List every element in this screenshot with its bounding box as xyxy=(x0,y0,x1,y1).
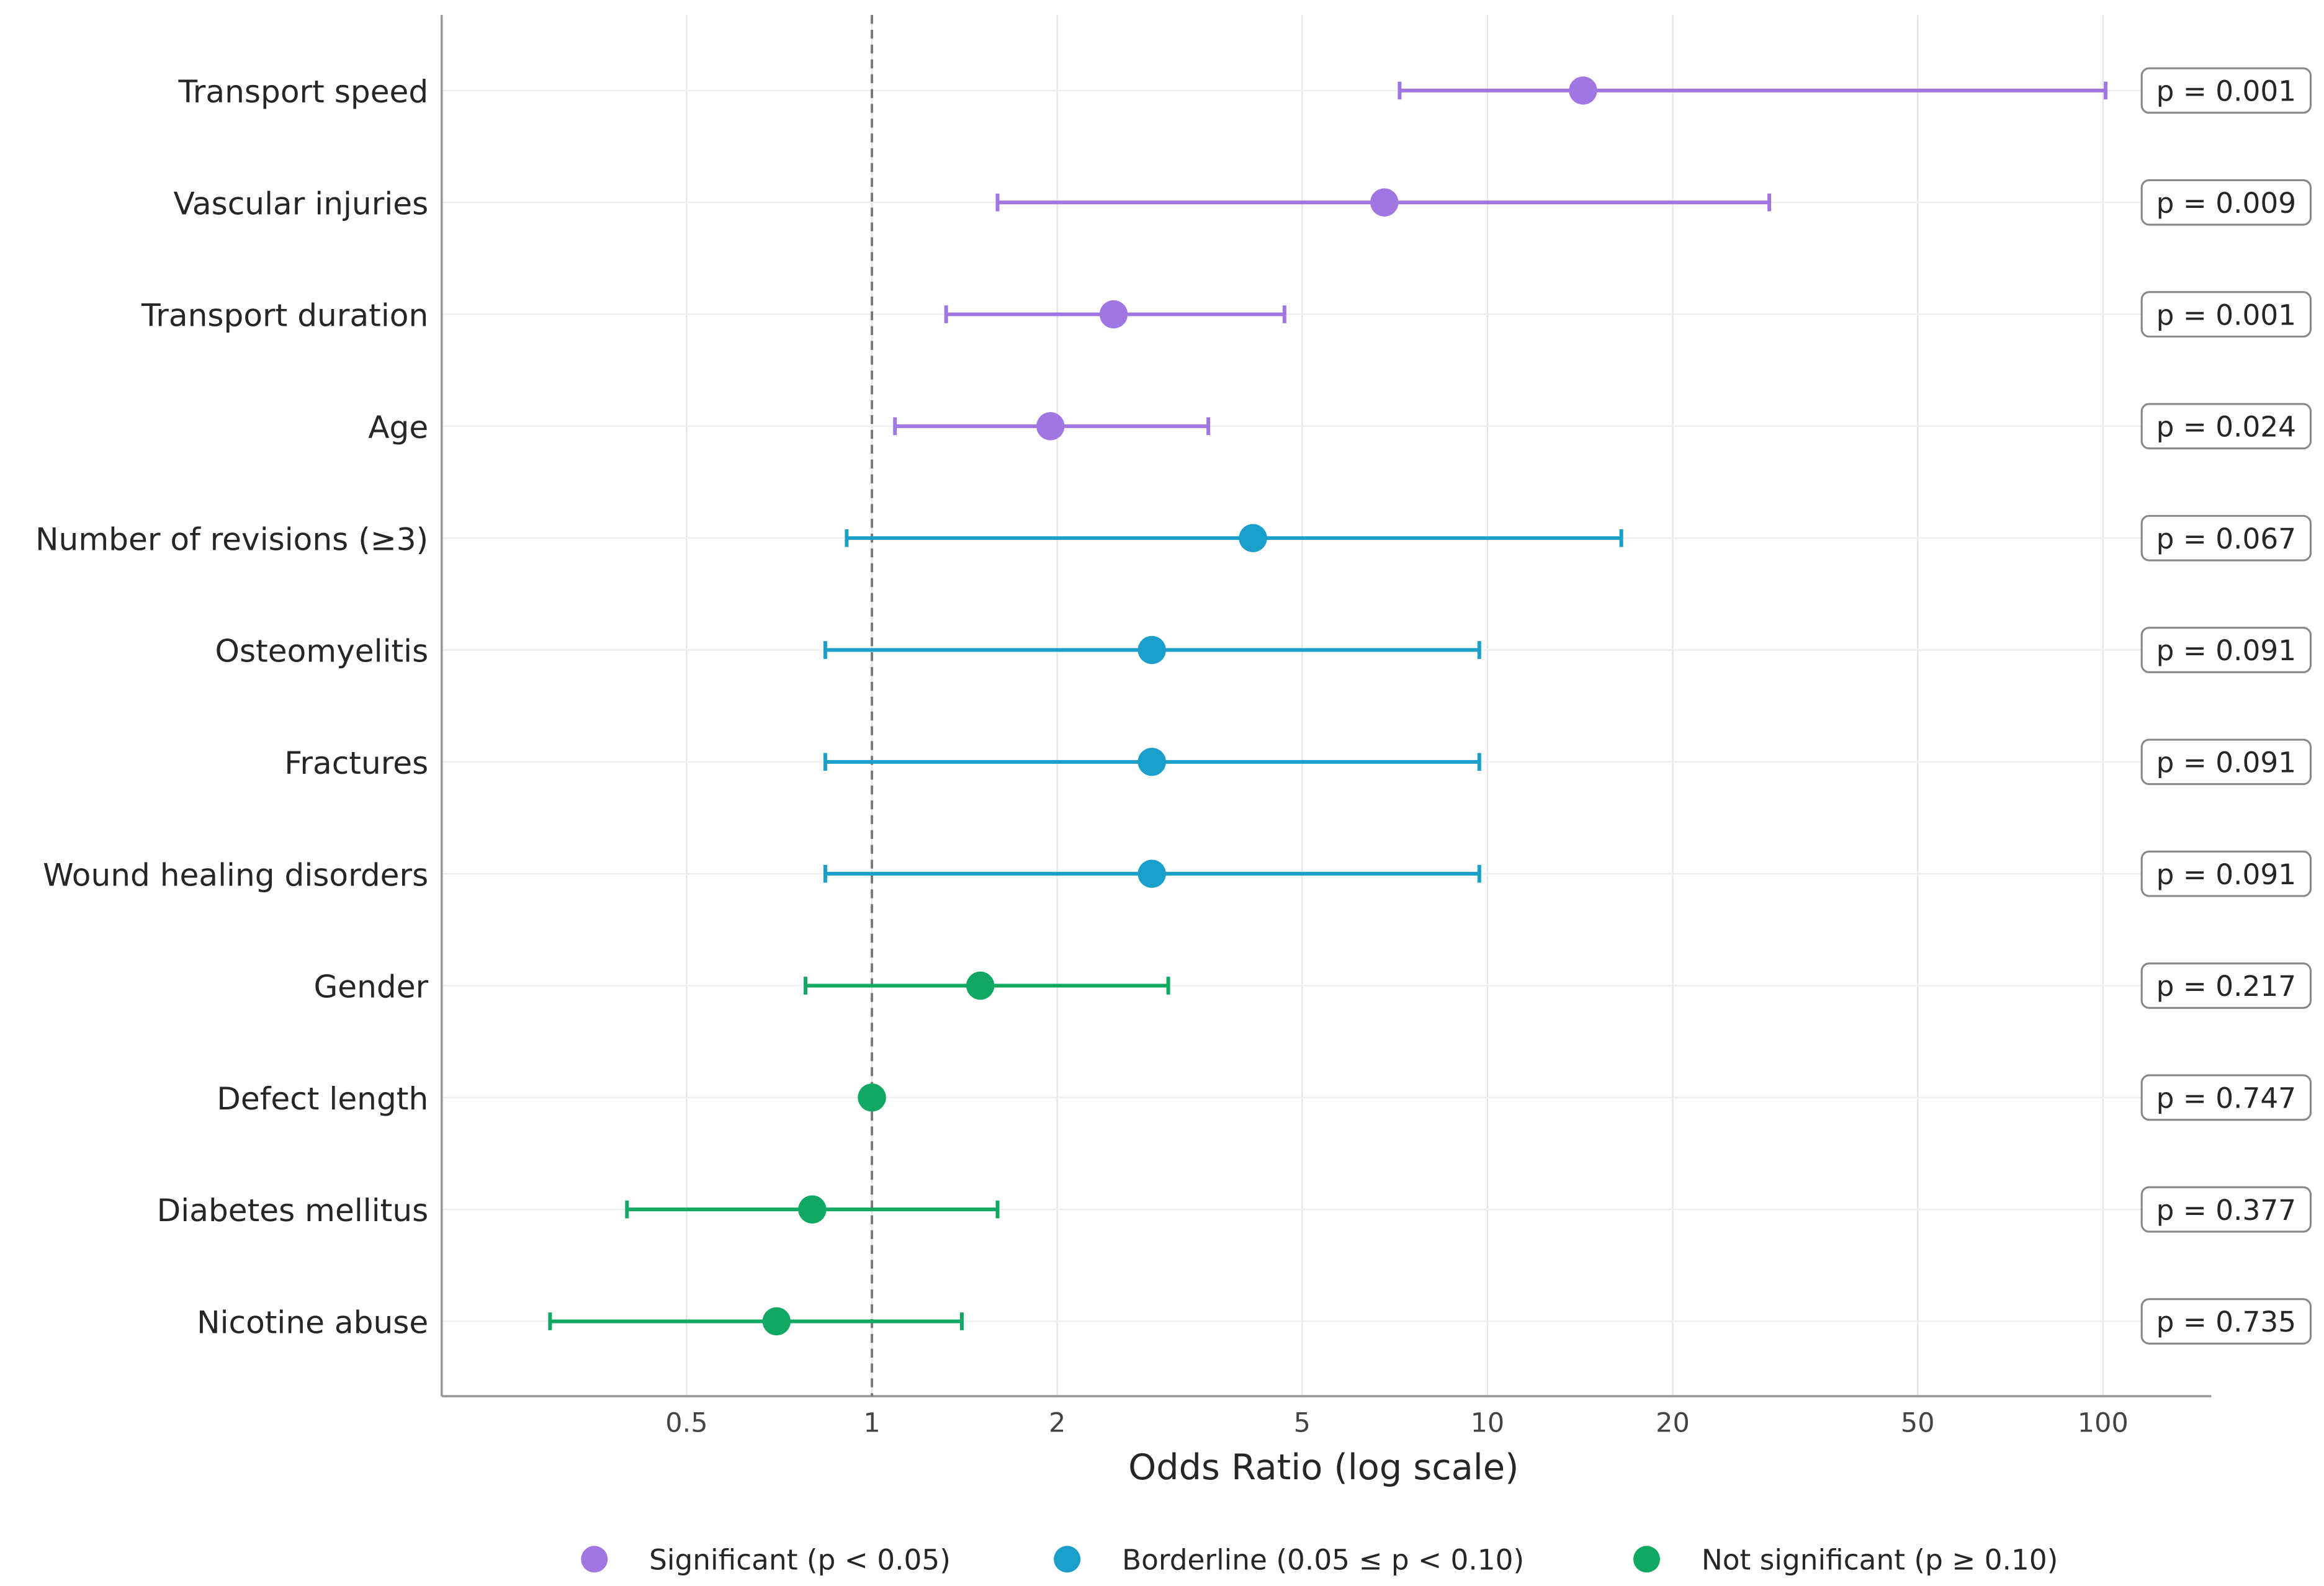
odds-ratio-point xyxy=(1036,412,1065,441)
odds-ratio-point xyxy=(1569,76,1597,105)
axes: 0.5 1 2 5 10 20 50 100 xyxy=(440,15,2212,1438)
legend: Significant (p < 0.05) Borderline (0.05 ≤… xyxy=(581,1544,2058,1577)
p-value-box xyxy=(2140,1074,2312,1121)
p-value-label: p = 0.001 xyxy=(2156,75,2297,108)
row-defect-length: Defect length p = 0.747 xyxy=(217,1074,2312,1121)
p-value-label: p = 0.217 xyxy=(2156,970,2297,1003)
row-osteomyelitis: Osteomyelitis p = 0.091 xyxy=(215,627,2312,673)
rows: Transport speed p = 0.001 Vascular injurie… xyxy=(35,67,2312,1345)
p-value-label: p = 0.091 xyxy=(2156,746,2297,779)
row-gender: Gender p = 0.217 xyxy=(313,962,2312,1009)
p-value-label: p = 0.067 xyxy=(2156,522,2297,555)
grid xyxy=(441,15,2212,1397)
y-tick-label: Wound healing disorders xyxy=(43,856,428,893)
p-value-label: p = 0.001 xyxy=(2156,298,2297,331)
p-value-box xyxy=(2140,403,2312,450)
p-value-box xyxy=(2140,627,2312,673)
y-tick-label: Number of revisions (≥3) xyxy=(35,521,428,557)
p-value-box xyxy=(2140,291,2312,338)
odds-ratio-point xyxy=(1137,859,1166,888)
x-tick-label: 5 xyxy=(1294,1407,1311,1438)
odds-ratio-point xyxy=(798,1195,827,1224)
row-fractures: Fractures p = 0.091 xyxy=(284,738,2312,786)
legend-marker-not_significant xyxy=(1633,1546,1660,1573)
y-tick-label: Age xyxy=(368,409,428,446)
y-tick-label: Vascular injuries xyxy=(173,185,428,222)
legend-marker-borderline xyxy=(1054,1546,1081,1573)
x-tick-label: 2 xyxy=(1049,1407,1066,1438)
x-tick-label: 10 xyxy=(1471,1407,1505,1438)
row-transport-duration: Transport duration p = 0.001 xyxy=(141,291,2312,338)
row-diabetes-mellitus: Diabetes mellitus p = 0.377 xyxy=(157,1186,2312,1233)
x-tick-label: 1 xyxy=(863,1407,880,1438)
p-value-box xyxy=(2140,738,2312,786)
p-value-box xyxy=(2140,850,2312,897)
row-number-of-revisions-3-: Number of revisions (≥3) p = 0.067 xyxy=(35,514,2312,562)
y-tick-label: Diabetes mellitus xyxy=(157,1192,429,1229)
p-value-label: p = 0.091 xyxy=(2156,634,2297,667)
p-value-box xyxy=(2140,179,2312,226)
y-tick-label: Osteomyelitis xyxy=(215,633,429,670)
p-value-box xyxy=(2140,1298,2312,1345)
y-tick-label: Transport speed xyxy=(178,73,429,110)
p-value-label: p = 0.377 xyxy=(2156,1194,2297,1227)
legend-label-borderline: Borderline (0.05 ≤ p < 0.10) xyxy=(1122,1544,1524,1577)
odds-ratio-point xyxy=(1137,635,1166,665)
y-tick-label: Transport duration xyxy=(141,297,428,334)
odds-ratio-point xyxy=(762,1307,791,1336)
row-wound-healing-disorders: Wound healing disorders p = 0.091 xyxy=(43,850,2312,897)
y-tick-label: Defect length xyxy=(217,1080,428,1117)
p-value-box xyxy=(2140,962,2312,1009)
odds-ratio-point xyxy=(1099,300,1128,329)
odds-ratio-point xyxy=(1370,188,1399,217)
row-nicotine-abuse: Nicotine abuse p = 0.735 xyxy=(197,1298,2312,1345)
y-tick-label: Gender xyxy=(313,969,428,1005)
x-tick-label: 0.5 xyxy=(665,1407,707,1438)
p-value-label: p = 0.747 xyxy=(2156,1082,2297,1115)
y-tick-label: Fractures xyxy=(284,745,428,781)
odds-ratio-point xyxy=(1239,524,1267,552)
row-transport-speed: Transport speed p = 0.001 xyxy=(178,67,2312,114)
p-value-box xyxy=(2140,514,2312,562)
legend-label-not_significant: Not significant (p ≥ 0.10) xyxy=(1702,1544,2058,1577)
p-value-label: p = 0.091 xyxy=(2156,858,2297,891)
legend-label-significant: Significant (p < 0.05) xyxy=(649,1544,951,1577)
odds-ratio-point xyxy=(1137,748,1166,776)
p-value-box xyxy=(2140,67,2312,114)
x-axis-label: Odds Ratio (log scale) xyxy=(1128,1446,1519,1488)
y-tick-label: Nicotine abuse xyxy=(197,1304,428,1341)
p-value-label: p = 0.009 xyxy=(2156,187,2297,220)
x-tick-label: 20 xyxy=(1656,1407,1690,1438)
p-value-box xyxy=(2140,1186,2312,1233)
row-vascular-injuries: Vascular injuries p = 0.009 xyxy=(173,179,2312,226)
legend-marker-significant xyxy=(581,1546,608,1573)
p-value-label: p = 0.024 xyxy=(2156,411,2297,444)
x-tick-label: 50 xyxy=(1901,1407,1935,1438)
p-value-label: p = 0.735 xyxy=(2156,1306,2297,1338)
x-tick-label: 100 xyxy=(2078,1407,2129,1438)
odds-ratio-point xyxy=(966,971,995,1000)
odds-ratio-point xyxy=(858,1083,886,1112)
row-age: Age p = 0.024 xyxy=(368,403,2312,450)
